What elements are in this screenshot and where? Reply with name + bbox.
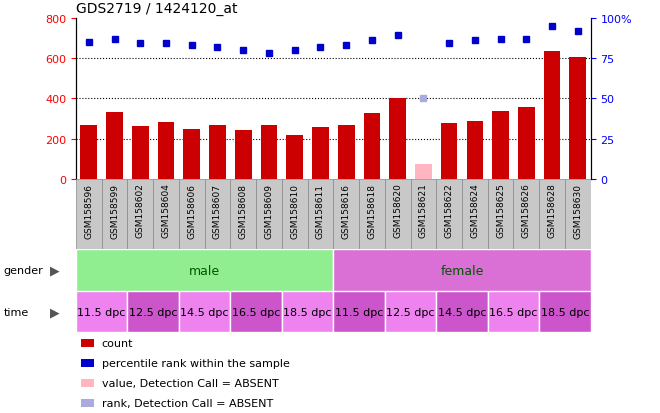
Bar [127,291,179,332]
Text: GSM158616: GSM158616 [342,183,350,238]
Bar [539,180,565,250]
Text: 11.5 dpc: 11.5 dpc [77,307,126,317]
Bar [132,126,148,180]
Text: count: count [102,338,133,348]
Bar [81,359,94,367]
Text: GDS2719 / 1424120_at: GDS2719 / 1424120_at [76,2,238,16]
Text: GSM158610: GSM158610 [290,183,299,238]
Bar [308,180,333,250]
Bar [539,291,591,332]
Text: GSM158622: GSM158622 [445,183,453,238]
Bar [488,291,539,332]
Text: GSM158620: GSM158620 [393,183,402,238]
Bar [106,113,123,180]
Bar [333,291,385,332]
Bar [570,58,586,180]
Text: GSM158626: GSM158626 [522,183,531,238]
Bar [441,123,457,180]
Text: 11.5 dpc: 11.5 dpc [335,307,383,317]
Bar [158,122,174,180]
Text: 14.5 dpc: 14.5 dpc [438,307,486,317]
Bar [338,126,354,180]
Bar [518,108,535,180]
Text: GSM158624: GSM158624 [471,183,479,238]
Bar [389,99,406,180]
Bar [183,130,200,180]
Text: GSM158599: GSM158599 [110,183,119,238]
Bar [565,180,591,250]
Text: GSM158628: GSM158628 [548,183,556,238]
Text: rank, Detection Call = ABSENT: rank, Detection Call = ABSENT [102,399,273,408]
Bar [81,125,97,180]
Text: 16.5 dpc: 16.5 dpc [489,307,538,317]
Text: 18.5 dpc: 18.5 dpc [541,307,589,317]
Bar [81,379,94,387]
Bar [492,112,509,180]
Text: GSM158609: GSM158609 [265,183,273,238]
Bar [333,180,359,250]
Text: male: male [189,264,220,277]
Bar [81,339,94,347]
Bar [235,131,251,180]
Text: 16.5 dpc: 16.5 dpc [232,307,280,317]
Bar [333,250,591,291]
Text: 18.5 dpc: 18.5 dpc [283,307,332,317]
Bar [364,114,380,180]
Text: GSM158618: GSM158618 [368,183,376,238]
Text: GSM158596: GSM158596 [84,183,93,238]
Text: 14.5 dpc: 14.5 dpc [180,307,229,317]
Bar [385,291,436,332]
Text: GSM158604: GSM158604 [162,183,170,238]
Bar [282,180,308,250]
Text: percentile rank within the sample: percentile rank within the sample [102,358,290,368]
Text: GSM158607: GSM158607 [213,183,222,238]
Bar [153,180,179,250]
Text: ▶: ▶ [50,305,59,318]
Text: GSM158606: GSM158606 [187,183,196,238]
Text: female: female [440,264,484,277]
Text: GSM158602: GSM158602 [136,183,145,238]
Text: 12.5 dpc: 12.5 dpc [386,307,435,317]
Bar [230,291,282,332]
Bar [286,135,303,180]
Bar [127,180,153,250]
Bar [462,180,488,250]
Bar [488,180,513,250]
Bar [179,291,230,332]
Text: GSM158621: GSM158621 [419,183,428,238]
Bar [411,180,436,250]
Bar [179,180,205,250]
Bar [76,250,333,291]
Bar [513,180,539,250]
Bar [436,291,488,332]
Bar [76,180,102,250]
Bar [436,180,462,250]
Bar [312,128,329,180]
Bar [76,291,127,332]
Bar [385,180,411,250]
Bar [209,126,226,180]
Bar [467,121,483,180]
Bar [282,291,333,332]
Bar [261,125,277,180]
Bar [81,399,94,407]
Bar [544,52,560,180]
Text: ▶: ▶ [50,264,59,277]
Bar [359,180,385,250]
Text: 12.5 dpc: 12.5 dpc [129,307,178,317]
Text: GSM158608: GSM158608 [239,183,248,238]
Text: GSM158611: GSM158611 [316,183,325,238]
Text: value, Detection Call = ABSENT: value, Detection Call = ABSENT [102,378,279,388]
Text: gender: gender [3,266,43,275]
Text: time: time [3,307,28,317]
Bar [256,180,282,250]
Bar [415,164,432,180]
Bar [205,180,230,250]
Text: GSM158630: GSM158630 [574,183,582,238]
Bar [102,180,127,250]
Text: GSM158625: GSM158625 [496,183,505,238]
Bar [230,180,256,250]
